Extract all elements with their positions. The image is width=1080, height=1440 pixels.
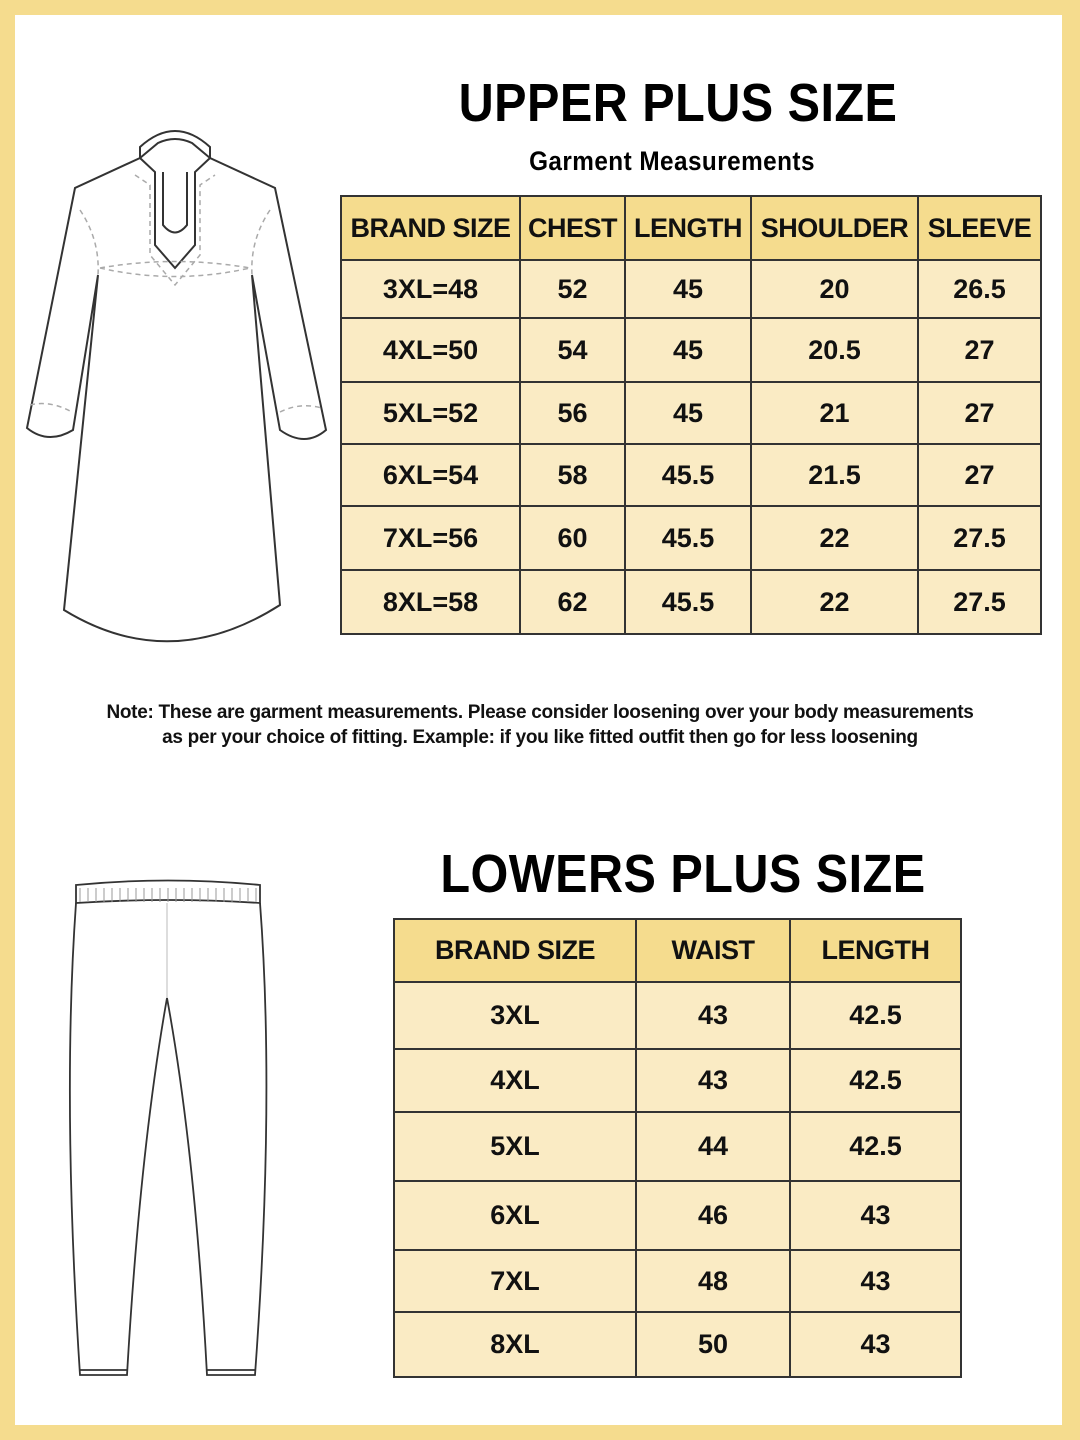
waist: 44	[635, 1111, 791, 1182]
sleeve: 27.5	[917, 569, 1042, 635]
table-row: 8XL=58 62 45.5 22 27.5	[340, 569, 1042, 635]
waist: 48	[635, 1249, 791, 1313]
length: 45.5	[624, 569, 752, 635]
waist: 50	[635, 1311, 791, 1378]
shoulder: 20.5	[750, 317, 919, 383]
brand-size: 4XL=50	[340, 317, 521, 383]
sleeve: 27	[917, 443, 1042, 507]
header-length: LENGTH	[624, 195, 752, 261]
table-row: 6XL 46 43	[393, 1180, 962, 1251]
chest: 62	[519, 569, 626, 635]
chest: 52	[519, 259, 626, 319]
chest: 54	[519, 317, 626, 383]
length: 45	[624, 259, 752, 319]
note-line-1: Note: These are garment measurements. Pl…	[106, 702, 974, 723]
table-row: 5XL 44 42.5	[393, 1111, 962, 1182]
table-row: 8XL 50 43	[393, 1311, 962, 1378]
length: 43	[789, 1180, 962, 1251]
upper-size-table: BRAND SIZE CHEST LENGTH SHOULDER SLEEVE …	[340, 195, 1042, 635]
note-line-2: as per your choice of fitting. Example: …	[162, 727, 918, 748]
shoulder: 22	[750, 505, 919, 571]
shoulder: 21	[750, 381, 919, 445]
waist: 43	[635, 981, 791, 1050]
table-row: 4XL 43 42.5	[393, 1048, 962, 1113]
waist: 43	[635, 1048, 791, 1113]
sleeve: 27.5	[917, 505, 1042, 571]
header-waist: WAIST	[635, 918, 791, 983]
length: 42.5	[789, 981, 962, 1050]
length: 45	[624, 381, 752, 445]
header-brand-size: BRAND SIZE	[393, 918, 637, 983]
chest: 60	[519, 505, 626, 571]
chest: 56	[519, 381, 626, 445]
table-row: 7XL=56 60 45.5 22 27.5	[340, 505, 1042, 571]
length: 45.5	[624, 443, 752, 507]
lower-header-row: BRAND SIZE WAIST LENGTH	[393, 918, 962, 983]
brand-size: 3XL	[393, 981, 637, 1050]
table-row: 5XL=52 56 45 21 27	[340, 381, 1042, 445]
upper-header-row: BRAND SIZE CHEST LENGTH SHOULDER SLEEVE	[340, 195, 1042, 261]
sleeve: 27	[917, 381, 1042, 445]
brand-size: 5XL=52	[340, 381, 521, 445]
header-length: LENGTH	[789, 918, 962, 983]
shoulder: 20	[750, 259, 919, 319]
length: 43	[789, 1249, 962, 1313]
table-row: 3XL=48 52 45 20 26.5	[340, 259, 1042, 319]
brand-size: 7XL	[393, 1249, 637, 1313]
fit-note: Note: These are garment measurements. Pl…	[40, 700, 1040, 750]
table-row: 6XL=54 58 45.5 21.5 27	[340, 443, 1042, 507]
sleeve: 27	[917, 317, 1042, 383]
brand-size: 7XL=56	[340, 505, 521, 571]
lower-title: LOWERS PLUS SIZE	[440, 844, 926, 904]
kurta-illustration	[25, 130, 328, 643]
header-sleeve: SLEEVE	[917, 195, 1042, 261]
brand-size: 6XL	[393, 1180, 637, 1251]
length: 43	[789, 1311, 962, 1378]
brand-size: 5XL	[393, 1111, 637, 1182]
brand-size: 6XL=54	[340, 443, 521, 507]
header-brand-size: BRAND SIZE	[340, 195, 521, 261]
upper-subtitle: Garment Measurements	[529, 146, 815, 176]
upper-title: UPPER PLUS SIZE	[458, 73, 898, 133]
length: 42.5	[789, 1111, 962, 1182]
length: 42.5	[789, 1048, 962, 1113]
header-chest: CHEST	[519, 195, 626, 261]
brand-size: 8XL=58	[340, 569, 521, 635]
brand-size: 4XL	[393, 1048, 637, 1113]
chest: 58	[519, 443, 626, 507]
table-row: 7XL 48 43	[393, 1249, 962, 1313]
shoulder: 21.5	[750, 443, 919, 507]
sleeve: 26.5	[917, 259, 1042, 319]
shoulder: 22	[750, 569, 919, 635]
length: 45	[624, 317, 752, 383]
header-shoulder: SHOULDER	[750, 195, 919, 261]
length: 45.5	[624, 505, 752, 571]
pants-illustration	[68, 879, 268, 1376]
brand-size: 8XL	[393, 1311, 637, 1378]
lower-size-table: BRAND SIZE WAIST LENGTH 3XL 43 42.5 4XL 43 4…	[393, 918, 962, 1378]
table-row: 4XL=50 54 45 20.5 27	[340, 317, 1042, 383]
waist: 46	[635, 1180, 791, 1251]
table-row: 3XL 43 42.5	[393, 981, 962, 1050]
brand-size: 3XL=48	[340, 259, 521, 319]
